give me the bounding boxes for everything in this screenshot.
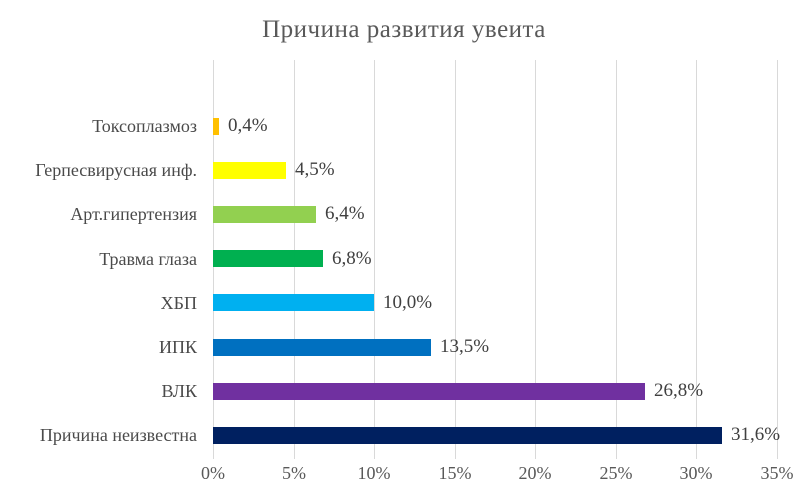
category-label: Причина неизвестна [39,425,197,445]
gridline [777,60,778,459]
bar [213,206,316,223]
gridline [455,60,456,459]
gridline [374,60,375,459]
bar-value-label: 6,4% [325,203,365,224]
category-label: Травма глаза [99,249,197,269]
chart-title: Причина развития увеита [262,16,546,43]
category-label: ВЛК [161,381,197,401]
x-tick-label: 15% [438,463,472,483]
bar [213,427,722,444]
bar [213,294,374,311]
x-axis: 0% 5% 10% 15% 20% 25% 30% 35% [201,463,794,489]
x-tick-label: 35% [760,463,794,483]
x-tick-label: 25% [599,463,633,483]
bar [213,250,323,267]
bar-value-label: 0,4% [228,115,268,136]
category-label: ИПК [158,337,197,357]
gridline [616,60,617,459]
bar [213,162,286,179]
category-label: ХБП [160,293,197,313]
x-tick-label: 5% [282,463,306,483]
bar [213,339,431,356]
bar [213,118,219,135]
bar-value-label: 26,8% [654,380,704,401]
bar [213,383,645,400]
bar-value-label: 4,5% [295,159,335,180]
category-label: Герпесвирусная инф. [35,160,197,180]
x-tick-label: 0% [201,463,225,483]
bar-value-label: 6,8% [332,248,372,269]
bar-value-label: 31,6% [731,424,781,445]
category-label: Арт.гипертензия [70,204,197,224]
plot-area: 0,4% 4,5% 6,4% 6,8% 10,0% 13,5% 26,8% 31,6% [213,60,781,459]
gridline [696,60,697,459]
category-label: Токсоплазмоз [92,116,197,136]
x-tick-label: 30% [679,463,713,483]
x-tick-label: 10% [357,463,391,483]
x-tick-label: 20% [518,463,552,483]
y-axis-category-labels: Токсоплазмоз Герпесвирусная инф. Арт.гипер… [0,60,205,459]
bar-value-label: 10,0% [383,292,433,313]
bar-value-label: 13,5% [440,336,490,357]
gridline [535,60,536,459]
